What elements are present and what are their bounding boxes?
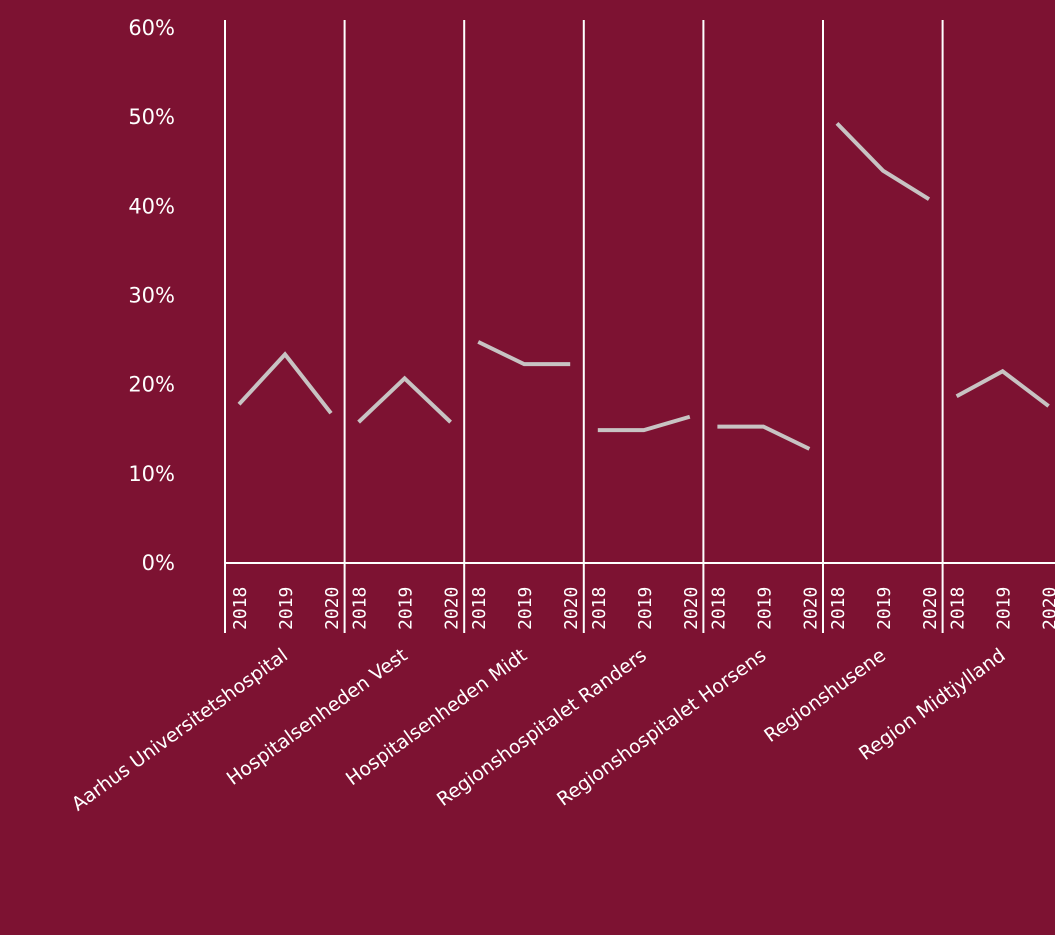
x-tick-label: 2019 (396, 587, 417, 630)
group-labels: Aarhus UniversitetshospitalHospitalsenhe… (68, 644, 1010, 815)
x-tick-label: 2018 (708, 587, 729, 630)
x-tick-label: 2019 (874, 587, 895, 630)
x-tick-label: 2019 (994, 587, 1015, 630)
panel-2: 2018 2019 2020 (350, 375, 463, 630)
panel-7: 2018 2019 2020 (948, 368, 1055, 630)
group-label: Aarhus Universitetshospital (68, 644, 292, 815)
x-tick-label: 2019 (635, 587, 656, 630)
x-tick-label: 2020 (561, 587, 582, 630)
group-label: Regionshospitalet Randers (433, 644, 651, 811)
panel-5: 2018 2019 2020 (708, 424, 821, 630)
y-tick-label: 40% (128, 194, 175, 218)
x-tick-label: 2019 (276, 587, 297, 630)
x-tick-label: 2019 (515, 587, 536, 630)
x-tick-label: 2018 (948, 587, 969, 630)
series-line (597, 414, 691, 433)
x-tick-label: 2020 (442, 587, 463, 630)
group-label: Regionshospitalet Horsens (553, 644, 770, 810)
panel-4: 2018 2019 2020 (589, 414, 702, 630)
y-tick-label: 10% (128, 462, 175, 486)
x-tick-label: 2020 (1040, 587, 1055, 630)
y-tick-label: 50% (128, 105, 175, 129)
x-tick-label: 2018 (828, 587, 849, 630)
group-label: Regionshusene (760, 644, 890, 747)
panel-1: 2018 2019 2020 (230, 351, 343, 630)
series-line (835, 122, 931, 201)
series-line (237, 351, 333, 415)
series-line (477, 340, 571, 367)
y-tick-label: 60% (128, 16, 175, 40)
series-line (717, 424, 811, 451)
series-line (955, 368, 1050, 408)
chart-panels: 2018 2019 2020 2018 2019 2020 2018 2019 2020 2018… (224, 20, 1055, 633)
y-tick-label: 20% (128, 373, 175, 397)
x-tick-label: 2018 (350, 587, 371, 630)
x-tick-label: 2019 (754, 587, 775, 630)
x-tick-label: 2020 (920, 587, 941, 630)
x-tick-label: 2020 (322, 587, 343, 630)
series-line (357, 375, 452, 424)
y-tick-label: 0% (142, 551, 175, 575)
x-tick-label: 2020 (800, 587, 821, 630)
x-tick-label: 2018 (230, 587, 251, 630)
panel-6: 2018 2019 2020 (828, 122, 941, 630)
y-tick-label: 30% (128, 284, 175, 308)
y-axis: 0% 10% 20% 30% 40% 50% 60% (128, 16, 175, 575)
x-tick-label: 2018 (469, 587, 490, 630)
x-tick-label: 2020 (681, 587, 702, 630)
x-tick-label: 2018 (589, 587, 610, 630)
panel-3: 2018 2019 2020 (469, 340, 582, 630)
